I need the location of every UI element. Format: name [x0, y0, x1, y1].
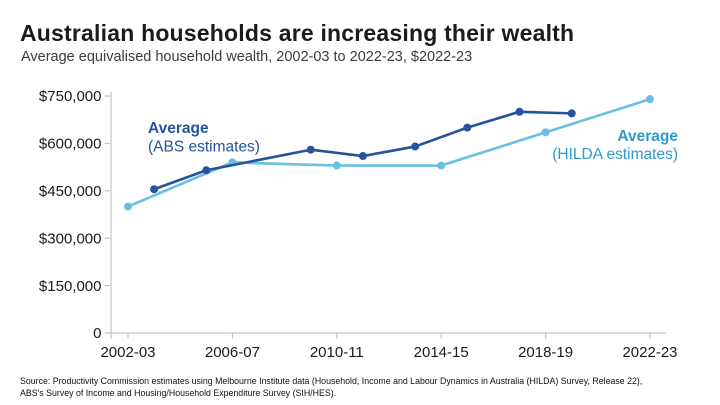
abs-series-label: (ABS estimates) [148, 139, 260, 156]
x-tick-label: 2022-23 [622, 344, 677, 361]
y-tick-label: $450,000 [39, 183, 102, 200]
abs-data-point [411, 142, 420, 151]
source-line-2: ABS's Survey of Income and Housing/House… [20, 388, 337, 399]
abs-data-point [463, 123, 472, 132]
y-tick-label: $750,000 [39, 88, 102, 105]
abs-data-point [306, 145, 315, 154]
abs-data-point [202, 166, 211, 175]
x-tick-label: 2010-11 [310, 344, 364, 361]
abs-data-point [515, 107, 524, 116]
y-tick-label: $150,000 [39, 278, 102, 295]
hilda-data-point [332, 161, 341, 170]
x-tick-label: 2006-07 [205, 344, 260, 361]
x-tick-label: 2014-15 [414, 344, 469, 361]
y-tick-label: $600,000 [39, 136, 102, 153]
abs-series-line [152, 110, 574, 191]
y-tick-label: 0 [93, 325, 101, 342]
hilda-data-point [646, 95, 654, 104]
chart-title: Australian households are increasing the… [20, 20, 575, 46]
abs-series-label-bold: Average [148, 120, 209, 137]
abs-data-point [358, 152, 367, 161]
hilda-series-label-bold: Average [617, 128, 678, 145]
x-tick-label: 2018-19 [518, 344, 573, 361]
hilda-data-point [541, 128, 550, 137]
abs-data-point [150, 185, 159, 194]
x-tick-label: 2002-03 [100, 344, 155, 361]
hilda-data-point [437, 161, 446, 170]
source-note: Source: Productivity Commission estimate… [20, 375, 710, 399]
chart-subtitle: Average equivalised household wealth, 20… [21, 49, 473, 65]
hilda-series-label: (HILDA estimates) [552, 146, 678, 163]
y-tick-label: $300,000 [39, 230, 102, 247]
source-line-1: Source: Productivity Commission estimate… [20, 376, 643, 386]
hilda-data-point [124, 202, 132, 211]
abs-data-point [567, 109, 576, 118]
